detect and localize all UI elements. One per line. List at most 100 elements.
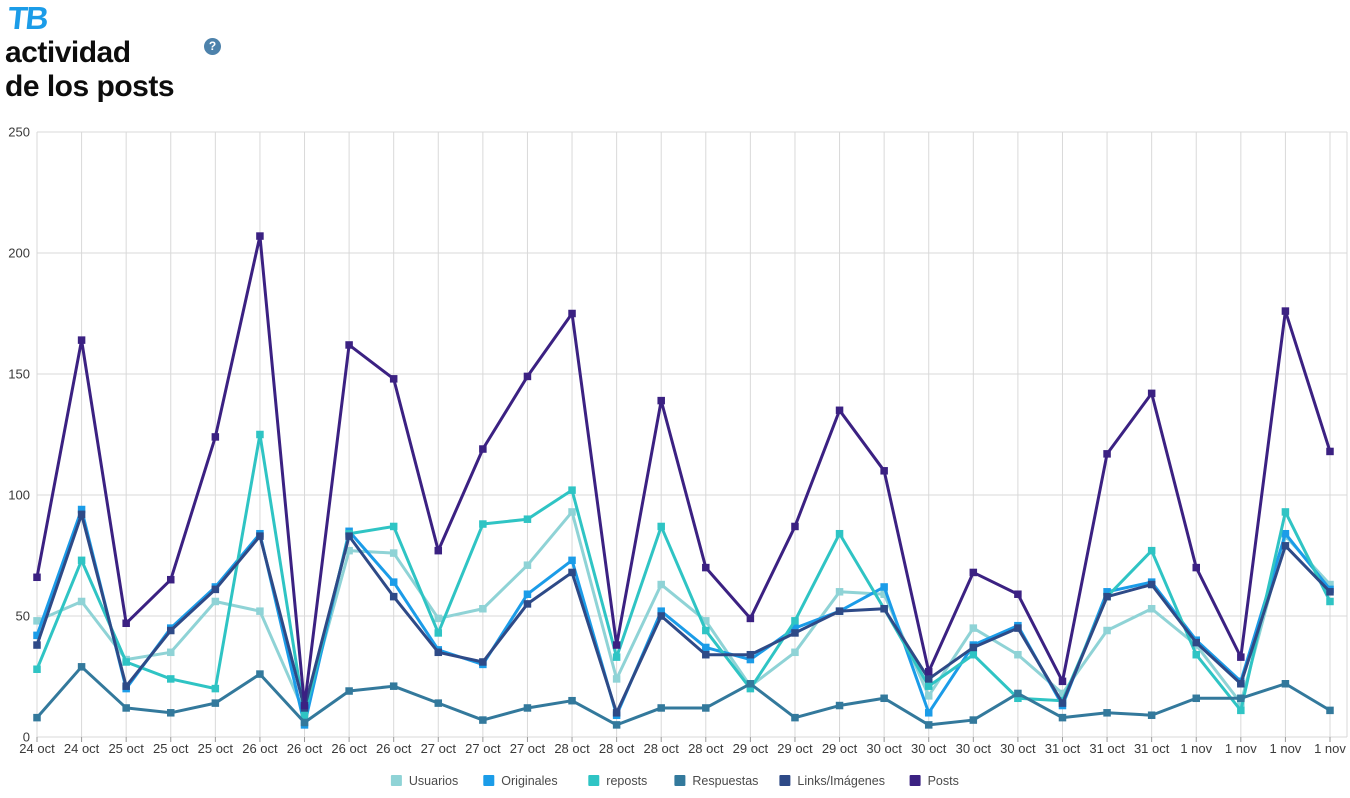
data-point-marker (791, 624, 799, 632)
data-point-marker (924, 692, 933, 700)
data-point-marker (345, 532, 353, 540)
legend-item-Usuarios[interactable]: Usuarios (390, 774, 458, 788)
data-point-marker (77, 336, 86, 344)
data-point-marker (434, 699, 443, 707)
legend-swatch (483, 775, 495, 786)
x-axis-tick-label: 28 oct (599, 741, 635, 756)
legend-label: Usuarios (409, 774, 458, 788)
data-point-marker (880, 467, 888, 475)
series-Respuestas (33, 663, 1334, 729)
data-point-marker (300, 701, 309, 710)
x-axis-tick-label: 27 oct (510, 741, 546, 756)
legend-item-Links/Imágenes[interactable]: Links/Imágenes (779, 774, 885, 788)
data-point-marker (77, 510, 86, 519)
legend-swatch (779, 775, 791, 786)
data-point-marker (1058, 699, 1067, 707)
data-point-marker (33, 713, 41, 722)
page-title: actividad de los posts (5, 36, 175, 103)
data-point-marker (1237, 706, 1245, 715)
data-point-marker (479, 716, 487, 724)
data-point-marker (1058, 689, 1067, 698)
data-point-marker (1326, 597, 1334, 606)
data-point-marker (167, 626, 175, 635)
data-point-marker (389, 549, 398, 557)
legend-item-Posts[interactable]: Posts (909, 774, 959, 788)
x-axis-tick-label: 30 oct (956, 741, 992, 756)
data-point-marker (612, 641, 621, 649)
data-point-marker (835, 607, 844, 615)
series-line-reposts (35, 433, 1332, 717)
data-point-marker (1103, 709, 1111, 717)
data-point-marker (568, 309, 576, 318)
x-axis-tick-label: 1 nov (1180, 741, 1212, 756)
data-point-marker (702, 617, 710, 625)
data-point-marker (33, 631, 41, 640)
y-axis-tick-label: 150 (8, 367, 30, 382)
data-point-marker (479, 604, 487, 613)
legend-swatch (390, 775, 402, 786)
data-point-marker (746, 614, 755, 623)
data-point-marker (969, 650, 978, 659)
x-axis-tick-label: 31 oct (1045, 741, 1081, 756)
series-line-Respuestas (35, 665, 1331, 727)
data-point-marker (791, 713, 799, 722)
data-point-marker (122, 658, 130, 666)
data-point-marker (1326, 588, 1334, 596)
data-point-marker (1147, 546, 1156, 555)
help-icon[interactable]: ? (204, 38, 221, 55)
data-point-marker (434, 629, 443, 637)
data-point-marker (389, 592, 398, 601)
legend-label: Respuestas (692, 774, 758, 788)
data-point-marker (33, 665, 41, 673)
data-point-marker (880, 604, 888, 613)
x-axis-tick-label: 26 oct (242, 741, 278, 756)
data-point-marker (77, 597, 86, 606)
data-point-marker (122, 619, 130, 628)
data-point-marker (77, 556, 86, 565)
data-point-marker (1326, 706, 1334, 715)
x-axis-tick-label: 26 oct (287, 741, 323, 756)
x-axis-tick-label: 31 oct (1089, 741, 1125, 756)
legend-item-Originales[interactable]: Originales (483, 774, 558, 788)
data-point-marker (479, 658, 487, 666)
legend-swatch (909, 775, 921, 786)
data-point-marker (657, 612, 665, 620)
legend-item-reposts[interactable]: reposts (588, 774, 647, 788)
data-point-marker (122, 682, 130, 690)
data-point-marker (1237, 694, 1245, 703)
x-axis-tick-label: 27 oct (465, 741, 501, 756)
data-point-marker (612, 653, 621, 661)
x-axis-tick-label: 30 oct (1000, 741, 1036, 756)
data-point-marker (880, 583, 888, 591)
data-point-marker (702, 626, 710, 635)
data-point-marker (122, 704, 130, 712)
page-title-line1: actividad (5, 36, 131, 69)
data-point-marker (211, 684, 220, 693)
data-point-marker (568, 486, 576, 494)
data-point-marker (434, 648, 443, 657)
data-point-marker (300, 711, 309, 719)
x-axis-tick-label: 28 oct (554, 741, 590, 756)
data-point-marker (300, 718, 309, 727)
data-point-marker (835, 701, 844, 710)
data-point-marker (791, 648, 799, 657)
data-point-marker (568, 568, 576, 577)
y-axis-tick-label: 0 (23, 730, 30, 745)
legend-item-Respuestas[interactable]: Respuestas (674, 774, 758, 788)
data-point-marker (479, 520, 487, 528)
x-axis-tick-label: 27 oct (421, 741, 457, 756)
data-point-marker (1192, 638, 1200, 647)
data-point-marker (211, 433, 220, 441)
x-axis-tick-label: 30 oct (866, 741, 902, 756)
data-point-marker (256, 430, 264, 439)
x-axis-tick-label: 1 nov (1270, 741, 1302, 756)
x-axis-tick-label: 28 oct (688, 741, 724, 756)
y-axis-tick-label: 50 (16, 609, 30, 624)
data-point-marker (389, 682, 398, 690)
data-point-marker (167, 648, 175, 657)
data-point-marker (389, 375, 398, 383)
data-point-marker (835, 406, 844, 415)
tweetbinder-logo: TB (6, 0, 49, 36)
data-point-marker (1147, 604, 1156, 613)
data-point-marker (345, 687, 353, 695)
